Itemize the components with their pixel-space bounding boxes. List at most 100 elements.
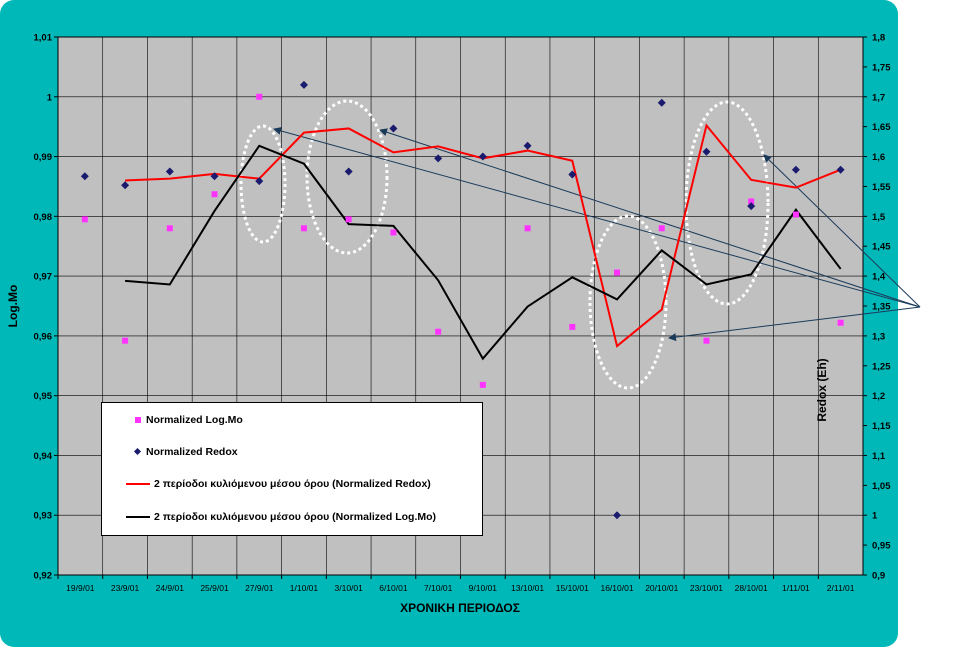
point-diamond [568,170,577,179]
highlight-ellipse [305,99,389,255]
legend-item-logmo-avg: 2 περίοδοι κυλιόμενου μέσου όρου (Normal… [102,507,436,527]
x-tick-label: 20/10/01 [645,583,678,593]
y2-tick-label: 1,6 [872,152,885,163]
x-tick-label: 28/10/01 [735,583,768,593]
legend-item-logmo: Normalized Log.Mo [102,410,243,430]
point-square [748,198,755,205]
highlight-ellipse [239,124,287,244]
highlight-ellipse [684,100,770,306]
y-tick-label: 0,97 [34,272,53,283]
x-tick-label: 1/10/01 [290,583,319,593]
point-square [390,229,397,236]
diamond-marker-icon [102,442,146,462]
x-tick-label: 3/10/01 [335,583,364,593]
point-square [837,319,844,326]
series-points [80,80,845,520]
point-square [524,225,531,232]
annotation-arrow [668,306,921,342]
x-axis-categories: 19/9/01 23/9/01 24/9/01 25/9/01 27/9/01 1/10/… [57,575,855,593]
annotation-arrow [763,154,921,308]
y-tick-label: 0,92 [34,571,53,582]
point-diamond [478,152,487,161]
y2-tick-label: 1,35 [872,302,891,313]
x-tick-label: 27/9/01 [245,583,274,593]
y2-tick-label: 1,15 [872,421,891,432]
point-square [658,225,665,232]
y2-tick-label: 1,1 [872,451,886,462]
y2-tick-label: 1,7 [872,92,885,103]
point-diamond [747,202,756,211]
y2-tick-label: 0,9 [872,571,885,582]
point-diamond [702,147,711,156]
y2-tick-label: 1,5 [872,212,886,223]
point-square [81,216,88,223]
x-tick-label: 15/10/01 [556,583,589,593]
point-square [479,381,486,388]
line-series [125,144,842,361]
red-line-icon [102,474,150,494]
y-tick-label: 0,93 [34,511,53,522]
annotation-arrows [273,127,921,342]
point-square [166,225,173,232]
point-diamond [657,98,666,107]
x-tick-label: 23/10/01 [690,583,723,593]
legend[interactable]: Normalized Log.Mo Normalized Redox 2 περ… [101,402,483,536]
point-diamond [836,165,845,174]
point-diamond [389,124,398,133]
point-square [569,323,576,330]
point-diamond [791,165,800,174]
y2-tick-label: 1 [872,511,878,522]
y2-tick-label: 1,75 [872,62,891,73]
point-square [345,216,352,223]
point-square [122,337,129,344]
black-line-icon [102,507,150,527]
x-tick-label: 1/11/01 [782,583,810,593]
highlight-ellipses [239,99,770,390]
y-tick-label: 0,99 [34,152,53,163]
x-tick-label: 2/11/01 [827,583,855,593]
y2-tick-label: 1,8 [872,33,885,44]
point-diamond [299,80,308,89]
y-tick-label: 0,96 [34,331,53,342]
point-diamond [80,172,89,181]
y-tick-label: 0,94 [34,451,53,462]
legend-label: 2 περίοδοι κυλιόμενου μέσου όρου (Normal… [154,511,437,523]
y-axis-title: Log.Mo [6,285,20,328]
y2-tick-label: 1,65 [872,122,891,133]
point-diamond [434,154,443,163]
x-tick-label: 13/10/01 [511,583,544,593]
point-diamond [121,181,130,190]
y2-tick-label: 0,95 [872,541,891,552]
point-square [256,93,263,100]
x-tick-label: 6/10/01 [379,583,408,593]
point-diamond [344,167,353,176]
highlight-ellipse [588,214,668,390]
y2-tick-label: 1,4 [872,272,886,283]
x-tick-label: 24/9/01 [156,583,185,593]
point-square [211,191,218,198]
point-diamond [210,172,219,181]
point-diamond [255,177,264,186]
x-tick-label: 23/9/01 [111,583,140,593]
point-square [792,211,799,218]
x-tick-label: 9/10/01 [469,583,498,593]
point-square [300,225,307,232]
y2-tick-label: 1,45 [872,242,891,253]
y2-axis-title: Redox (Eh) [815,358,829,421]
annotation-arrow [379,128,921,308]
annotation-arrow [273,127,921,308]
legend-item-redox-avg: 2 περίοδοι κυλιόμενου μέσου όρου (Normal… [102,474,431,494]
y2-tick-label: 1,25 [872,361,891,372]
x-tick-label: 25/9/01 [200,583,229,593]
square-marker-icon [102,410,146,430]
y2-tick-label: 1,2 [872,391,885,402]
y2-tick-label: 1,3 [872,331,885,342]
y-tick-label: 1,01 [34,33,53,44]
point-square [703,337,710,344]
x-tick-label: 19/9/01 [66,583,95,593]
y-tick-label: 1 [47,92,53,103]
legend-label: Normalized Log.Mo [146,414,243,426]
y-axis-left-ticks: 0,92 0,93 0,94 0,95 0,96 0,97 0,98 0,99 1 1,01 [34,33,58,582]
legend-item-redox: Normalized Redox [102,442,238,462]
